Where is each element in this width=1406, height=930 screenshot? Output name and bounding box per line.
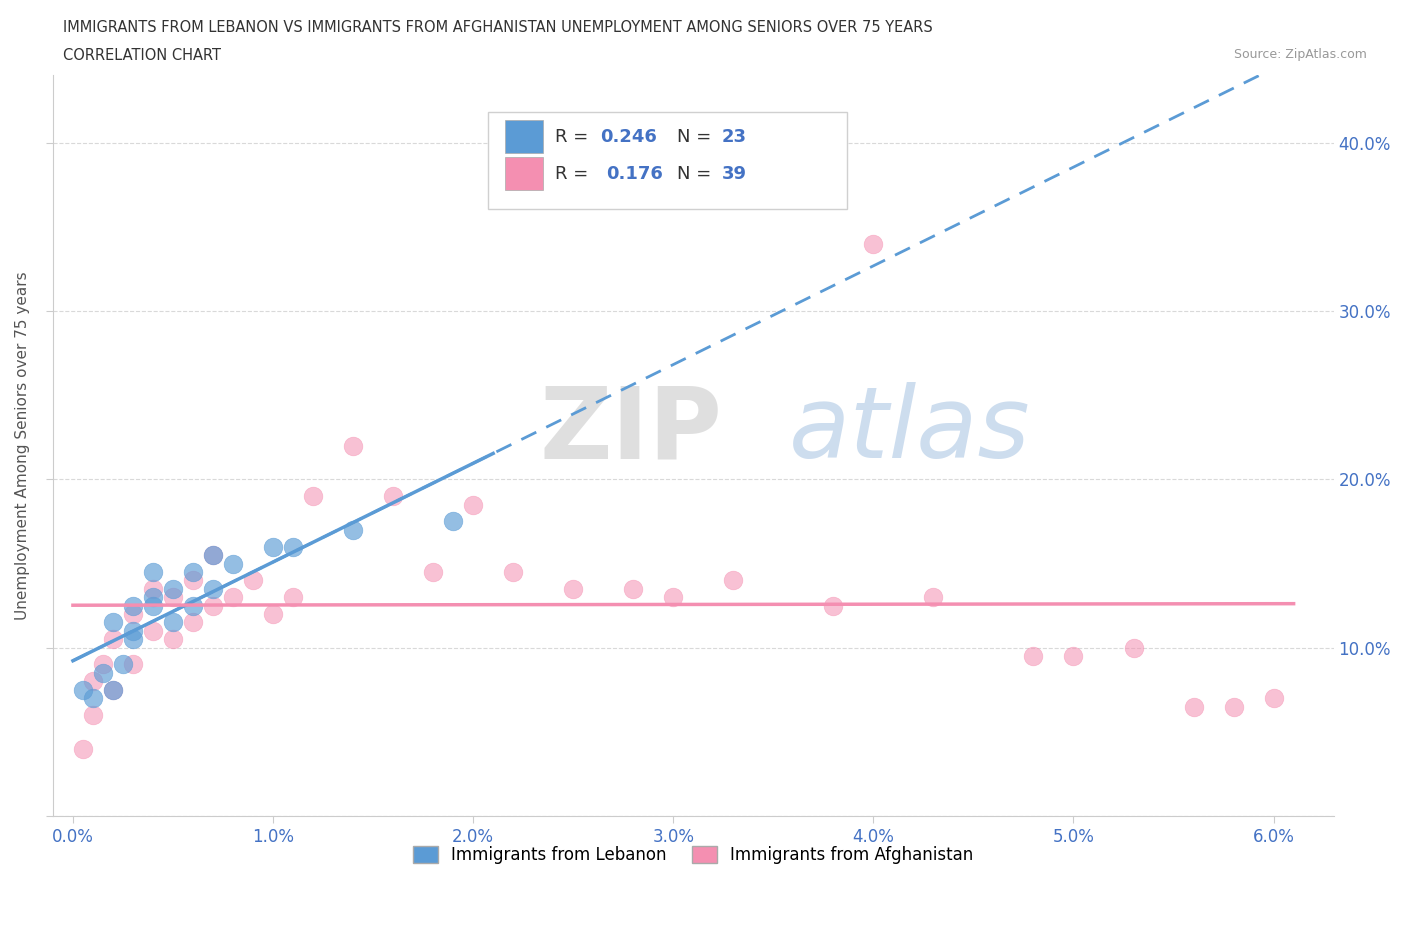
Point bbox=[262, 539, 284, 554]
Text: 23: 23 bbox=[721, 128, 747, 146]
Point bbox=[82, 691, 104, 706]
FancyBboxPatch shape bbox=[505, 157, 544, 191]
Point bbox=[621, 581, 644, 596]
Point bbox=[162, 615, 184, 630]
Point bbox=[91, 666, 114, 681]
Point bbox=[281, 539, 304, 554]
Point bbox=[82, 708, 104, 723]
Point bbox=[181, 565, 204, 579]
FancyBboxPatch shape bbox=[488, 113, 846, 208]
Text: R =: R = bbox=[555, 165, 600, 183]
Point bbox=[82, 674, 104, 689]
Point bbox=[181, 573, 204, 588]
Legend: Immigrants from Lebanon, Immigrants from Afghanistan: Immigrants from Lebanon, Immigrants from… bbox=[406, 839, 980, 870]
Text: N =: N = bbox=[676, 128, 717, 146]
Point bbox=[242, 573, 264, 588]
Point bbox=[162, 631, 184, 646]
Point bbox=[441, 514, 464, 529]
Point bbox=[142, 581, 165, 596]
Text: ZIP: ZIP bbox=[540, 382, 723, 479]
Point bbox=[122, 658, 145, 672]
Point bbox=[122, 623, 145, 638]
Point bbox=[1022, 648, 1045, 663]
Point bbox=[72, 741, 94, 756]
Point bbox=[101, 631, 124, 646]
Text: R =: R = bbox=[555, 128, 593, 146]
FancyBboxPatch shape bbox=[505, 120, 544, 153]
Point bbox=[122, 631, 145, 646]
Point bbox=[91, 658, 114, 672]
Point bbox=[302, 489, 325, 504]
Point bbox=[201, 598, 224, 613]
Point bbox=[222, 556, 245, 571]
Point bbox=[723, 573, 745, 588]
Point bbox=[502, 565, 524, 579]
Point bbox=[862, 236, 884, 251]
Point bbox=[101, 683, 124, 698]
Point bbox=[422, 565, 444, 579]
Point bbox=[142, 623, 165, 638]
Point bbox=[72, 683, 94, 698]
Point bbox=[1222, 699, 1244, 714]
Text: 0.176: 0.176 bbox=[606, 165, 664, 183]
Point bbox=[201, 581, 224, 596]
Point bbox=[142, 565, 165, 579]
Y-axis label: Unemployment Among Seniors over 75 years: Unemployment Among Seniors over 75 years bbox=[15, 272, 30, 620]
Point bbox=[562, 581, 585, 596]
Point bbox=[262, 606, 284, 621]
Point bbox=[1182, 699, 1205, 714]
Point bbox=[382, 489, 405, 504]
Point bbox=[162, 590, 184, 604]
Point bbox=[101, 615, 124, 630]
Point bbox=[181, 598, 204, 613]
Point bbox=[1122, 640, 1144, 655]
Point bbox=[142, 590, 165, 604]
Point bbox=[342, 438, 364, 453]
Point bbox=[122, 598, 145, 613]
Point bbox=[201, 548, 224, 563]
Text: 39: 39 bbox=[721, 165, 747, 183]
Point bbox=[342, 523, 364, 538]
Text: 0.246: 0.246 bbox=[600, 128, 657, 146]
Point bbox=[463, 498, 485, 512]
Text: Source: ZipAtlas.com: Source: ZipAtlas.com bbox=[1233, 48, 1367, 61]
Text: IMMIGRANTS FROM LEBANON VS IMMIGRANTS FROM AFGHANISTAN UNEMPLOYMENT AMONG SENIOR: IMMIGRANTS FROM LEBANON VS IMMIGRANTS FR… bbox=[63, 20, 934, 35]
Point bbox=[823, 598, 845, 613]
Point bbox=[101, 683, 124, 698]
Point bbox=[111, 658, 134, 672]
Point bbox=[162, 581, 184, 596]
Text: CORRELATION CHART: CORRELATION CHART bbox=[63, 48, 221, 63]
Point bbox=[181, 615, 204, 630]
Point bbox=[281, 590, 304, 604]
Text: N =: N = bbox=[676, 165, 717, 183]
Point bbox=[1263, 691, 1285, 706]
Point bbox=[662, 590, 685, 604]
Point bbox=[142, 598, 165, 613]
Point bbox=[1063, 648, 1085, 663]
Point bbox=[122, 606, 145, 621]
Point bbox=[222, 590, 245, 604]
Point bbox=[922, 590, 945, 604]
Text: atlas: atlas bbox=[789, 382, 1031, 479]
Point bbox=[201, 548, 224, 563]
